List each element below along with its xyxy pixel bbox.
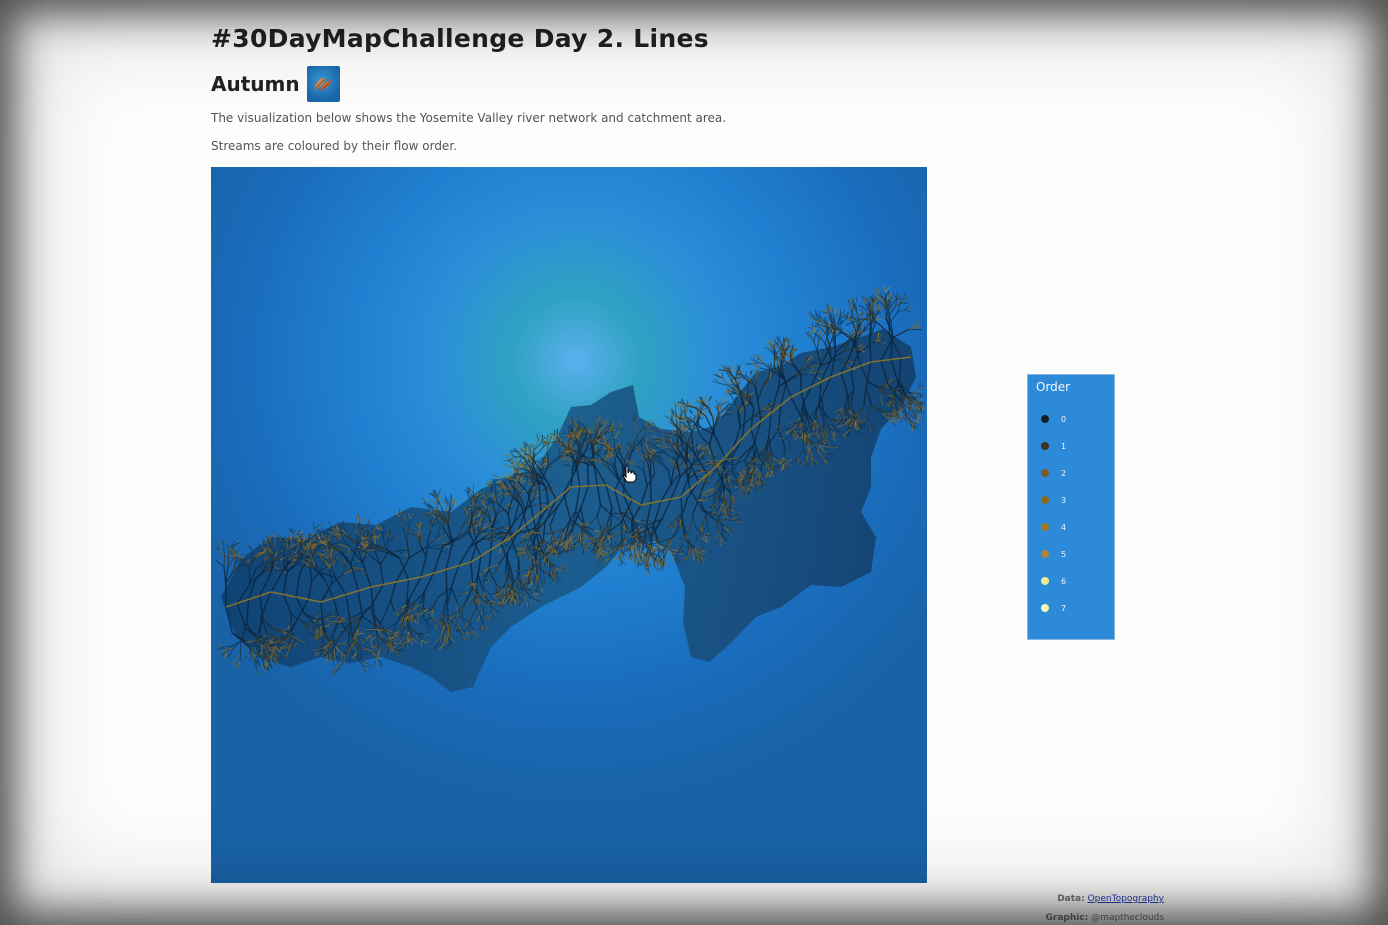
- legend-item: 1: [1041, 440, 1066, 452]
- legend-item: 7: [1041, 602, 1066, 614]
- order-legend: Order 0 1 2 3 4 5 6 7: [1027, 374, 1115, 640]
- description-line-2: Streams are coloured by their flow order…: [211, 139, 457, 153]
- graphic-credit-label: Graphic:: [1046, 913, 1089, 923]
- legend-item: 3: [1041, 494, 1066, 506]
- legend-title: Order: [1036, 380, 1070, 394]
- legend-label: 5: [1061, 550, 1066, 559]
- legend-label: 0: [1061, 415, 1066, 424]
- legend-label: 6: [1061, 577, 1066, 586]
- legend-item: 0: [1041, 413, 1066, 425]
- legend-item: 4: [1041, 521, 1066, 533]
- data-credit: Data: OpenTopography: [1057, 894, 1164, 904]
- legend-label: 4: [1061, 523, 1066, 532]
- legend-label: 1: [1061, 442, 1066, 451]
- legend-label: 3: [1061, 496, 1066, 505]
- legend-item: 6: [1041, 575, 1066, 587]
- graphic-credit-value: @mapthe​clouds: [1091, 913, 1164, 923]
- data-credit-label: Data:: [1057, 894, 1085, 904]
- legend-swatch: [1041, 415, 1049, 423]
- legend-label: 2: [1061, 469, 1066, 478]
- opentopography-link[interactable]: OpenTopography: [1088, 894, 1164, 904]
- leaf-thumbnail-icon: [307, 66, 340, 102]
- legend-item: 5: [1041, 548, 1066, 560]
- legend-swatch: [1041, 523, 1049, 531]
- legend-swatch: [1041, 550, 1049, 558]
- legend-swatch: [1041, 577, 1049, 585]
- legend-swatch: [1041, 469, 1049, 477]
- description-line-1: The visualization below shows the Yosemi…: [211, 111, 726, 125]
- legend-item: 2: [1041, 467, 1066, 479]
- legend-swatch: [1041, 496, 1049, 504]
- legend-swatch: [1041, 604, 1049, 612]
- legend-label: 7: [1061, 604, 1066, 613]
- legend-swatch: [1041, 442, 1049, 450]
- page-subtitle: Autumn: [211, 72, 300, 96]
- river-network-map[interactable]: [211, 167, 927, 883]
- graphic-credit: Graphic: @mapthe​clouds: [1046, 913, 1164, 923]
- river-network-graphic: [211, 167, 927, 883]
- page-title: #30DayMapChallenge Day 2. Lines: [211, 24, 709, 53]
- subtitle-row: Autumn: [211, 66, 340, 102]
